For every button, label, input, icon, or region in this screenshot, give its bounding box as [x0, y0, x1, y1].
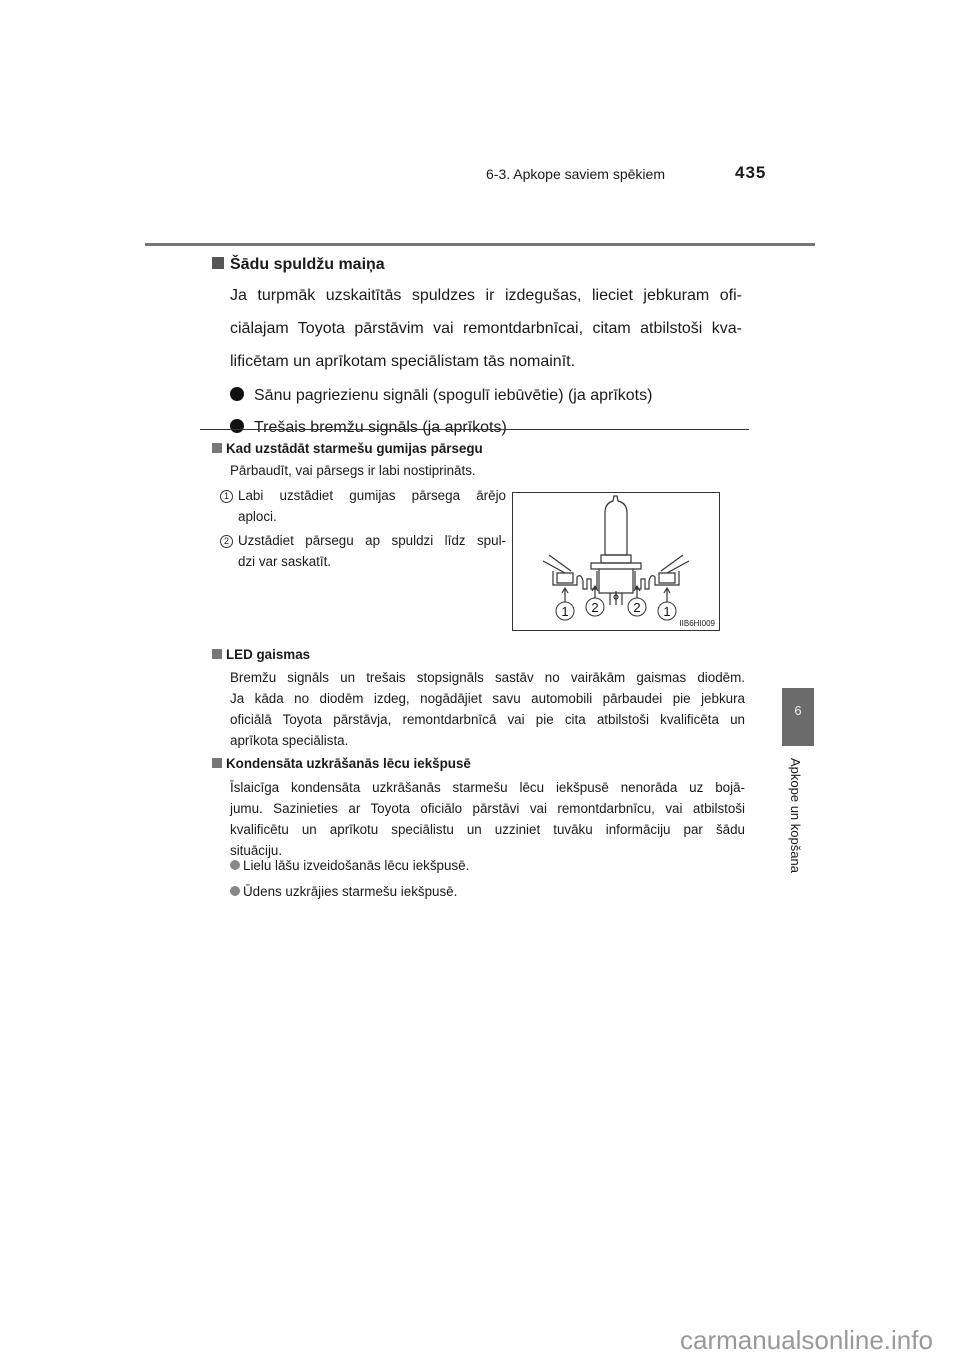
- note-line: oficiālā Toyota pārstāvja, remontdarbnīc…: [230, 712, 745, 727]
- note-line: kvalificētu un aprīkotu speciālistu un u…: [230, 822, 745, 837]
- main-heading-text: Šādu spuldžu maiņa: [230, 256, 385, 273]
- section-divider: [200, 429, 749, 430]
- header-rule: [145, 243, 815, 246]
- note-bullet: Ūdens uzkrājies starmešu iekšpusē.: [230, 884, 457, 899]
- note-line: situāciju.: [230, 843, 283, 858]
- step-line: Uzstādiet pārsegu ap spuldzi līdz spul-: [238, 533, 506, 548]
- callout-2: 2: [591, 600, 598, 615]
- step-number: 1: [220, 487, 233, 503]
- callout-2: 2: [633, 600, 640, 615]
- main-line: Ja turpmāk uzskaitītās spuldzes ir izdeg…: [230, 287, 742, 304]
- bullet-text: Sānu pagriezienu signāli (spogulī iebūvē…: [254, 387, 653, 404]
- figure-code: IIB6HI009: [679, 619, 715, 628]
- main-line: ciālajam Toyota pārstāvim vai remontdarb…: [230, 320, 742, 337]
- note-heading-text: LED gaismas: [226, 647, 311, 662]
- step-line: aploci.: [238, 509, 277, 524]
- main-heading: Šādu spuldžu maiņa: [212, 256, 385, 274]
- step-number-icon: 1: [220, 490, 233, 503]
- note-heading: Kad uzstādāt starmešu gumijas pārsegu: [212, 441, 483, 456]
- page-number: 435: [735, 163, 767, 182]
- bullet-icon: [230, 387, 244, 401]
- note-heading: LED gaismas: [212, 647, 310, 662]
- note-line: Bremžu signāls un trešais stopsignāls sa…: [230, 670, 745, 685]
- square-icon: [212, 649, 222, 659]
- bulb-cover-figure: 1 2 2 1 IIB6HI009: [512, 492, 720, 631]
- bullet-text: Ūdens uzkrājies starmešu iekšpusē.: [243, 884, 458, 899]
- watermark: carmanualsonline.info: [680, 1325, 933, 1355]
- bulb-illustration: 1 2 2 1: [542, 495, 690, 621]
- bullet-text: Trešais bremžu signāls (ja aprīkots): [254, 419, 507, 436]
- bullet-icon: [230, 886, 240, 896]
- callout-1: 1: [561, 604, 568, 619]
- note-heading-text: Kad uzstādāt starmešu gumijas pārsegu: [226, 441, 483, 456]
- bullet-text: Lielu lāšu izveidošanās lēcu iekšpusē.: [243, 858, 470, 873]
- square-icon: [212, 443, 222, 453]
- square-icon: [212, 758, 222, 768]
- note-bullet: Lielu lāšu izveidošanās lēcu iekšpusē.: [230, 858, 469, 873]
- main-line: lificētam un aprīkotam speciālistam tās …: [230, 353, 576, 370]
- chapter-label: Apkope un kopšana: [788, 758, 803, 873]
- chapter-tab[interactable]: 6: [782, 688, 814, 746]
- bullet-icon: [230, 419, 244, 433]
- note-line: jumu. Sazinieties ar Toyota oficiālo pār…: [230, 801, 745, 816]
- header-section: 6-3. Apkope saviem spēkiem: [486, 166, 665, 182]
- callout-1: 1: [663, 604, 670, 619]
- main-bullet: Sānu pagriezienu signāli (spogulī iebūvē…: [230, 387, 652, 405]
- note-heading-text: Kondensāta uzkrāšanās lēcu iekšpusē: [226, 756, 471, 771]
- note-heading: Kondensāta uzkrāšanās lēcu iekšpusē: [212, 756, 471, 771]
- square-icon: [212, 257, 224, 269]
- step-number-icon: 2: [220, 535, 233, 548]
- step-line: Labi uzstādiet gumijas pārsega ārējo: [238, 488, 506, 503]
- note-line: aprīkota speciālista.: [230, 733, 349, 748]
- step-line: dzi var saskatīt.: [238, 554, 332, 569]
- step-number: 2: [220, 532, 233, 548]
- note-line: Pārbaudīt, vai pārsegs ir labi nostiprin…: [230, 463, 476, 478]
- bullet-icon: [230, 860, 240, 870]
- note-line: Ja kāda no diodēm izdeg, nogādājiet savu…: [230, 691, 745, 706]
- main-bullet: Trešais bremžu signāls (ja aprīkots): [230, 419, 507, 437]
- note-line: Īslaicīga kondensāta uzkrāšanās starmešu…: [230, 780, 745, 795]
